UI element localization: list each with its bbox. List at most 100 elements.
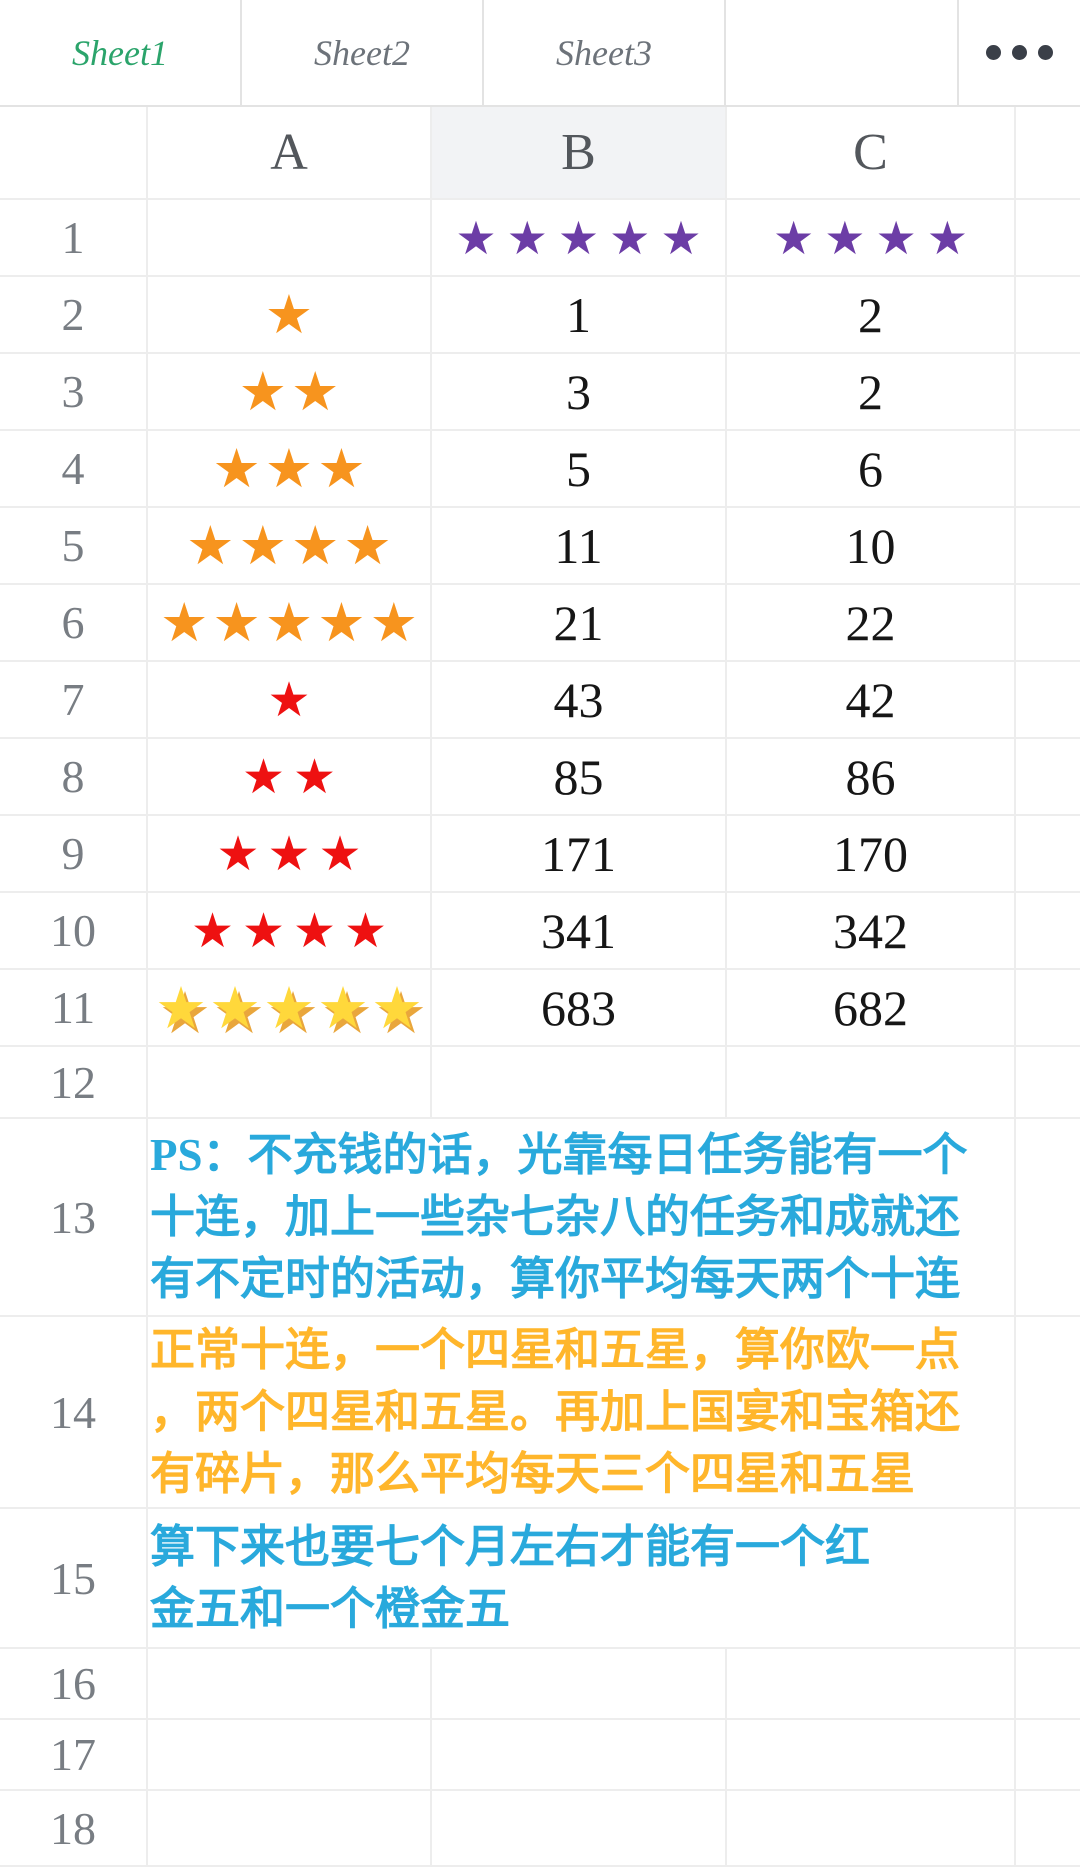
cell-D12[interactable] xyxy=(1016,1047,1080,1117)
row-header-18[interactable]: 18 xyxy=(0,1791,148,1865)
cell-C9[interactable]: 170 xyxy=(727,816,1016,891)
cell-B17[interactable] xyxy=(432,1720,727,1789)
row-header-8[interactable]: 8 xyxy=(0,739,148,814)
row-header-4[interactable]: 4 xyxy=(0,431,148,506)
row-header-9[interactable]: 9 xyxy=(0,816,148,891)
star-icon: ★ xyxy=(267,671,311,728)
cell-A6[interactable]: ★ ★ ★ ★ ★ xyxy=(148,585,432,660)
row-header-12[interactable]: 12 xyxy=(0,1047,148,1117)
cell-D11[interactable] xyxy=(1016,970,1080,1045)
star-icon: ★ xyxy=(241,902,285,959)
cell-B18[interactable] xyxy=(432,1791,727,1865)
row-header-3[interactable]: 3 xyxy=(0,354,148,429)
cell-B9[interactable]: 171 xyxy=(432,816,727,891)
row-header-16[interactable]: 16 xyxy=(0,1649,148,1718)
cell-A17[interactable] xyxy=(148,1720,432,1789)
note-cell-A14[interactable]: 正常十连，一个四星和五星，算你欧一点 ，两个四星和五星。再加上国宴和宝箱还 有碎片，… xyxy=(148,1317,1016,1507)
cell-B8[interactable]: 85 xyxy=(432,739,727,814)
cell-C6[interactable]: 22 xyxy=(727,585,1016,660)
cell-A7[interactable]: ★ xyxy=(148,662,432,737)
cell-B6[interactable]: 21 xyxy=(432,585,727,660)
cell-B4[interactable]: 5 xyxy=(432,431,727,506)
cell-D3[interactable] xyxy=(1016,354,1080,429)
cell-C11[interactable]: 682 xyxy=(727,970,1016,1045)
cell-C17[interactable] xyxy=(727,1720,1016,1789)
row-header-10[interactable]: 10 xyxy=(0,893,148,968)
star-icon: ★ xyxy=(369,590,419,654)
cell-D14[interactable] xyxy=(1016,1317,1080,1507)
cell-B5[interactable]: 11 xyxy=(432,508,727,583)
cell-A12[interactable] xyxy=(148,1047,432,1117)
cell-C1[interactable]: ★ ★ ★ ★ xyxy=(727,200,1016,275)
row-header-1[interactable]: 1 xyxy=(0,200,148,275)
row-header-11[interactable]: 11 xyxy=(0,970,148,1045)
row-header-17[interactable]: 17 xyxy=(0,1720,148,1789)
corner-select-all-cell[interactable] xyxy=(0,107,148,198)
row-header-7[interactable]: 7 xyxy=(0,662,148,737)
sheet-row-14: 14 正常十连，一个四星和五星，算你欧一点 ，两个四星和五星。再加上国宴和宝箱还 有碎… xyxy=(0,1317,1080,1509)
cell-C4[interactable]: 6 xyxy=(727,431,1016,506)
row-header-14[interactable]: 14 xyxy=(0,1317,148,1507)
cell-C2[interactable]: 2 xyxy=(727,277,1016,352)
cell-A2[interactable]: ★ xyxy=(148,277,432,352)
cell-A10[interactable]: ★ ★ ★ ★ xyxy=(148,893,432,968)
cell-D6[interactable] xyxy=(1016,585,1080,660)
tab-sheet1[interactable]: Sheet1 xyxy=(0,0,242,105)
cell-D18[interactable] xyxy=(1016,1791,1080,1865)
sheet-row-17: 17 xyxy=(0,1720,1080,1791)
cell-D5[interactable] xyxy=(1016,508,1080,583)
row-header-15[interactable]: 15 xyxy=(0,1509,148,1647)
cell-D2[interactable] xyxy=(1016,277,1080,352)
cell-D8[interactable] xyxy=(1016,739,1080,814)
note-cell-A15[interactable]: 算下来也要七个月左右才能有一个红 金五和一个橙金五 xyxy=(148,1509,1016,1647)
column-header-partial[interactable] xyxy=(1016,107,1080,198)
cell-D16[interactable] xyxy=(1016,1649,1080,1718)
cell-A9[interactable]: ★ ★ ★ xyxy=(148,816,432,891)
cell-C8[interactable]: 86 xyxy=(727,739,1016,814)
column-header-B[interactable]: B xyxy=(432,107,727,198)
cell-D15[interactable] xyxy=(1016,1509,1080,1647)
note-cell-A13[interactable]: PS：不充钱的话，光靠每日任务能有一个 十连，加上一些杂七杂八的任务和成就还 有不定… xyxy=(148,1119,1016,1315)
cell-B3[interactable]: 3 xyxy=(432,354,727,429)
cell-D10[interactable] xyxy=(1016,893,1080,968)
cell-B10[interactable]: 341 xyxy=(432,893,727,968)
cell-C16[interactable] xyxy=(727,1649,1016,1718)
row-header-13[interactable]: 13 xyxy=(0,1119,148,1315)
sheet-menu-button[interactable] xyxy=(959,0,1080,105)
cell-D7[interactable] xyxy=(1016,662,1080,737)
cell-A3[interactable]: ★ ★ xyxy=(148,354,432,429)
cell-A11[interactable]: ★ ★ ★ ★ ★ xyxy=(148,970,432,1045)
column-header-C[interactable]: C xyxy=(727,107,1016,198)
cell-B16[interactable] xyxy=(432,1649,727,1718)
row-header-6[interactable]: 6 xyxy=(0,585,148,660)
row-header-5[interactable]: 5 xyxy=(0,508,148,583)
cell-B11[interactable]: 683 xyxy=(432,970,727,1045)
cell-A4[interactable]: ★ ★ ★ xyxy=(148,431,432,506)
cell-D4[interactable] xyxy=(1016,431,1080,506)
cell-C3[interactable]: 2 xyxy=(727,354,1016,429)
cell-B7[interactable]: 43 xyxy=(432,662,727,737)
tab-sheet3[interactable]: Sheet3 xyxy=(484,0,726,105)
cell-B1[interactable]: ★ ★ ★ ★ ★ xyxy=(432,200,727,275)
star-icon: ★ xyxy=(212,436,261,500)
cell-D17[interactable] xyxy=(1016,1720,1080,1789)
cell-C18[interactable] xyxy=(727,1791,1016,1865)
cell-A8[interactable]: ★ ★ xyxy=(148,739,432,814)
sheet-row-2: 2 ★ 1 2 xyxy=(0,277,1080,354)
cell-D13[interactable] xyxy=(1016,1119,1080,1315)
tab-sheet2[interactable]: Sheet2 xyxy=(242,0,484,105)
cell-B2[interactable]: 1 xyxy=(432,277,727,352)
cell-A18[interactable] xyxy=(148,1791,432,1865)
cell-C7[interactable]: 42 xyxy=(727,662,1016,737)
cell-A5[interactable]: ★ ★ ★ ★ xyxy=(148,508,432,583)
cell-C10[interactable]: 342 xyxy=(727,893,1016,968)
cell-C12[interactable] xyxy=(727,1047,1016,1117)
column-header-A[interactable]: A xyxy=(148,107,432,198)
cell-A16[interactable] xyxy=(148,1649,432,1718)
cell-B12[interactable] xyxy=(432,1047,727,1117)
cell-C5[interactable]: 10 xyxy=(727,508,1016,583)
row-header-2[interactable]: 2 xyxy=(0,277,148,352)
cell-A1[interactable] xyxy=(148,200,432,275)
cell-D1[interactable] xyxy=(1016,200,1080,275)
cell-D9[interactable] xyxy=(1016,816,1080,891)
